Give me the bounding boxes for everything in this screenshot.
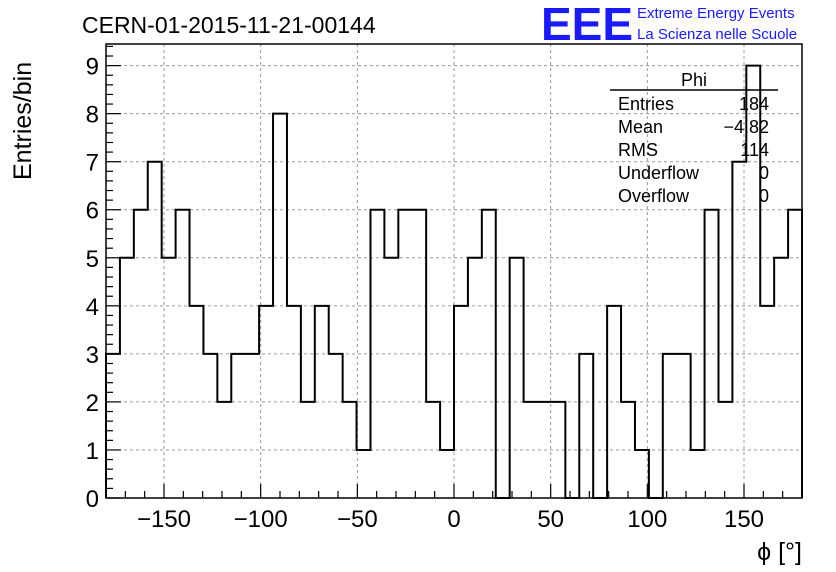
y-tick-label: 9 — [86, 54, 99, 81]
histogram-bin — [162, 258, 176, 498]
y-tick-label: 3 — [86, 342, 99, 369]
histogram-bin — [134, 210, 148, 498]
histogram-bin — [691, 450, 705, 498]
histogram-bin — [245, 354, 259, 498]
histogram-bin — [468, 258, 482, 498]
stats-label: Entries — [618, 94, 674, 114]
y-tick-label: 0 — [86, 486, 99, 513]
histogram-bin — [176, 210, 190, 498]
histogram-bin — [774, 258, 788, 498]
stats-value: 0 — [759, 186, 769, 206]
stats-box: Phi Entries 184 Mean −4.82 RMS 114 Underflow 0 O… — [610, 70, 778, 206]
logo-eee: EEE — [541, 0, 633, 50]
y-tick-label: 4 — [86, 294, 99, 321]
y-tick-label: 2 — [86, 390, 99, 417]
histogram-bin — [148, 162, 162, 498]
histogram-bin — [440, 450, 454, 498]
histogram-bin — [663, 354, 677, 498]
histogram-outline — [105, 64, 803, 499]
x-tick-label: 50 — [537, 506, 564, 533]
stats-label: Underflow — [618, 163, 700, 183]
y-tick-label: 1 — [86, 438, 99, 465]
x-tick-label: −100 — [234, 506, 288, 533]
stats-value: 184 — [739, 94, 769, 114]
histogram-bin — [203, 354, 217, 498]
histogram-bin — [579, 354, 593, 498]
x-tick-label: −50 — [337, 506, 378, 533]
stats-value: 114 — [740, 140, 769, 160]
histogram-bin — [329, 354, 343, 498]
logo-line2: La Scienza nelle Scuole — [637, 26, 797, 43]
x-axis: −150 −100 −50 0 50 100 150 — [105, 484, 803, 533]
y-axis-label: Entries/bin — [9, 62, 37, 180]
x-tick-label: 100 — [627, 506, 667, 533]
histogram-bin — [106, 354, 120, 498]
histogram-bin — [510, 258, 524, 498]
stats-title: Phi — [681, 70, 707, 90]
x-tick-label: 0 — [447, 506, 460, 533]
y-tick-label: 7 — [86, 150, 99, 177]
histogram-bin — [524, 402, 538, 498]
histogram-bin — [120, 258, 134, 498]
stats-value: −4.82 — [723, 117, 769, 137]
y-tick-label: 6 — [86, 198, 99, 225]
y-tick-label: 5 — [86, 246, 99, 273]
histogram-bin — [217, 402, 231, 498]
histogram-bin — [384, 258, 398, 498]
histogram-bin — [677, 354, 691, 498]
stats-label: Overflow — [618, 186, 690, 206]
chart-title: CERN-01-2015-11-21-00144 — [82, 12, 376, 38]
stats-value: 0 — [759, 163, 769, 183]
histogram-bin — [357, 450, 371, 498]
logo-line1: Extreme Energy Events — [637, 5, 795, 22]
x-tick-label: 150 — [724, 506, 764, 533]
histogram-bin — [231, 354, 245, 498]
y-tick-label: 8 — [86, 102, 99, 129]
x-tick-label: −150 — [137, 506, 191, 533]
y-axis: 0 1 2 3 4 5 6 7 8 9 — [86, 45, 121, 513]
x-axis-label: ϕ [°] — [757, 538, 802, 566]
stats-label: Mean — [618, 117, 663, 137]
histogram-bin — [482, 210, 496, 498]
stats-label: RMS — [618, 140, 658, 160]
